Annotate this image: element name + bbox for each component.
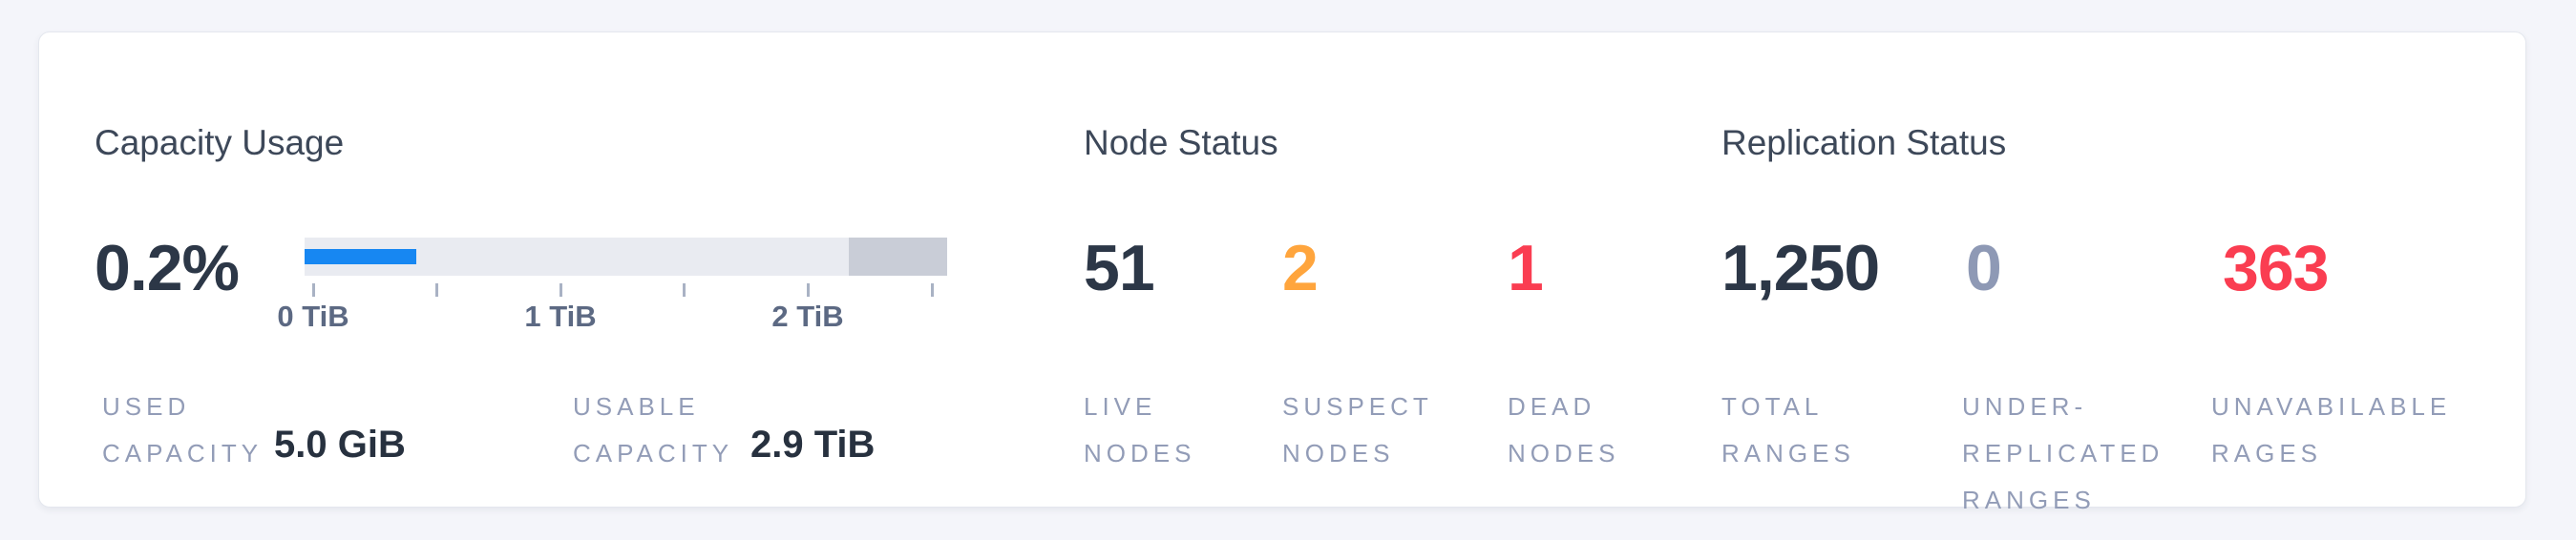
- cluster-summary-card: Capacity Usage 0.2% 0 TiB 1 TiB 2 TiB US…: [38, 31, 2526, 514]
- dead-nodes-label-line2: NODES: [1508, 439, 1620, 467]
- capacity-usage-title: Capacity Usage: [95, 123, 345, 162]
- node-status-title: Node Status: [1084, 123, 1278, 162]
- used-capacity-label: USED CAPACITY: [102, 384, 263, 477]
- capacity-bar-used-fill: [305, 249, 417, 264]
- total-ranges-label-line2: RANGES: [1721, 439, 1855, 467]
- total-ranges-count: 1,250: [1721, 232, 1880, 304]
- total-ranges-label: TOTAL RANGES: [1721, 384, 1855, 477]
- used-capacity-value: 5.0 GiB: [274, 424, 406, 466]
- under-replicated-ranges-label-line2: REPLICATED: [1962, 439, 2164, 467]
- under-replicated-ranges-label-line3: RANGES: [1962, 486, 2096, 514]
- axis-label-2tib: 2 TiB: [771, 300, 844, 333]
- total-ranges-label-line1: TOTAL: [1721, 392, 1824, 421]
- capacity-usage-section: Capacity Usage 0.2% 0 TiB 1 TiB 2 TiB US…: [95, 32, 1030, 507]
- dead-nodes-label-line1: DEAD: [1508, 392, 1596, 421]
- live-nodes-count: 51: [1084, 232, 1155, 304]
- capacity-bar-track: [305, 238, 947, 276]
- replication-status-title: Replication Status: [1721, 123, 2007, 162]
- unavailable-ranges-label-line1: UNAVABILABLE: [2211, 392, 2452, 421]
- suspect-nodes-label-line2: NODES: [1282, 439, 1395, 467]
- unavailable-ranges-label: UNAVABILABLE RAGES: [2211, 384, 2451, 477]
- under-replicated-ranges-label: UNDER- REPLICATED RANGES: [1962, 384, 2164, 524]
- suspect-nodes-count: 2: [1282, 232, 1319, 304]
- usable-capacity-label-line1: USABLE: [573, 392, 700, 421]
- axis-tick: [807, 283, 810, 297]
- live-nodes-label: LIVE NODES: [1084, 384, 1195, 477]
- suspect-nodes-label: SUSPECT NODES: [1282, 384, 1433, 477]
- replication-status-section: Replication Status 1,250 0 363 TOTAL RAN…: [1721, 32, 2504, 514]
- capacity-used-percent: 0.2%: [95, 232, 240, 304]
- unavailable-ranges-count: 363: [2223, 232, 2329, 304]
- under-replicated-ranges-label-line1: UNDER-: [1962, 392, 2088, 421]
- axis-tick: [435, 283, 438, 297]
- unavailable-ranges-label-line2: RAGES: [2211, 439, 2323, 467]
- axis-label-1tib: 1 TiB: [524, 300, 597, 333]
- axis-label-0tib: 0 TiB: [277, 300, 349, 333]
- used-capacity-label-line2: CAPACITY: [102, 439, 264, 467]
- suspect-nodes-label-line1: SUSPECT: [1282, 392, 1433, 421]
- under-replicated-ranges-count: 0: [1966, 232, 2002, 304]
- usable-capacity-value: 2.9 TiB: [750, 424, 876, 466]
- used-capacity-label-line1: USED: [102, 392, 191, 421]
- dead-nodes-label: DEAD NODES: [1508, 384, 1619, 477]
- axis-tick: [560, 283, 562, 297]
- capacity-bar-reserved-segment: [849, 238, 947, 276]
- usable-capacity-label: USABLE CAPACITY: [573, 384, 733, 477]
- live-nodes-label-line1: LIVE: [1084, 392, 1157, 421]
- axis-tick: [683, 283, 686, 297]
- dead-nodes-count: 1: [1508, 232, 1544, 304]
- live-nodes-label-line2: NODES: [1084, 439, 1196, 467]
- node-status-section: Node Status 51 2 1 LIVE NODES SUSPECT NO…: [1084, 32, 1676, 507]
- usable-capacity-label-line2: CAPACITY: [573, 439, 734, 467]
- axis-tick: [312, 283, 315, 297]
- axis-tick: [931, 283, 934, 297]
